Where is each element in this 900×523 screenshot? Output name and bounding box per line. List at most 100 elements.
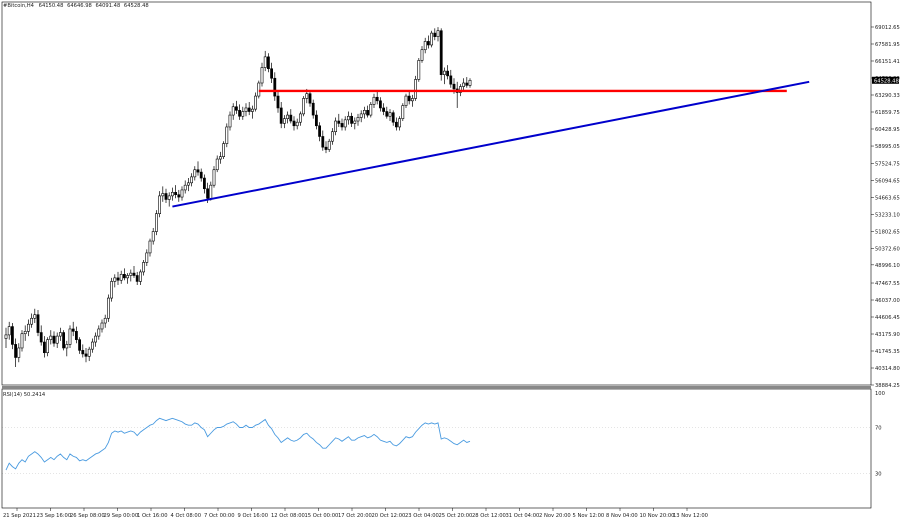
candle bbox=[279, 102, 283, 129]
candle bbox=[116, 271, 120, 285]
candle bbox=[362, 106, 366, 119]
candle bbox=[231, 103, 235, 120]
candle bbox=[84, 347, 88, 363]
candle bbox=[420, 46, 424, 63]
candle bbox=[311, 99, 315, 119]
candle bbox=[142, 260, 146, 276]
candle bbox=[4, 327, 8, 348]
candle bbox=[410, 94, 414, 107]
candle bbox=[334, 117, 338, 136]
candle bbox=[295, 118, 299, 130]
close-value: 64528.48 bbox=[124, 3, 149, 9]
candles bbox=[4, 27, 472, 367]
candle bbox=[302, 96, 306, 117]
candle bbox=[356, 113, 360, 126]
price-tick-label: 63290.33 bbox=[875, 93, 900, 99]
candle bbox=[276, 90, 280, 113]
candle bbox=[7, 321, 11, 340]
candle bbox=[292, 116, 296, 131]
price-tick-label: 41745.35 bbox=[875, 349, 900, 355]
current-price-label: 64528.48 bbox=[874, 78, 899, 84]
candle bbox=[42, 336, 46, 358]
time-tick-label: 23 Oct 04:00 bbox=[405, 513, 439, 519]
candle bbox=[107, 294, 110, 322]
time-tick-label: 25 Oct 20:00 bbox=[439, 513, 473, 519]
support-trendline bbox=[172, 80, 810, 208]
price-tick-label: 58995.05 bbox=[875, 144, 900, 150]
candle bbox=[465, 77, 469, 88]
rsi-header: RSI(14) 50.2414 bbox=[3, 392, 46, 398]
candle bbox=[123, 268, 126, 281]
candle bbox=[58, 327, 62, 341]
candle bbox=[350, 112, 354, 127]
candle bbox=[167, 192, 171, 207]
candle bbox=[20, 330, 24, 352]
candle bbox=[87, 346, 91, 362]
candle bbox=[378, 97, 382, 112]
symbol-label: #Bitcoin,H4 bbox=[3, 3, 35, 9]
low-value: 64091.48 bbox=[96, 3, 121, 9]
candle bbox=[81, 344, 85, 358]
candle bbox=[174, 185, 178, 199]
candle bbox=[442, 67, 446, 85]
candle bbox=[91, 338, 94, 353]
candle bbox=[446, 65, 450, 80]
candle bbox=[369, 102, 373, 118]
time-tick-label: 7 Oct 00:00 bbox=[204, 513, 235, 519]
candle bbox=[161, 186, 165, 202]
candle bbox=[190, 173, 194, 187]
price-tick-label: 44606.45 bbox=[875, 315, 900, 321]
candle bbox=[110, 277, 114, 302]
candle bbox=[164, 188, 168, 204]
time-tick-label: 4 Oct 08:00 bbox=[171, 513, 202, 519]
drawn-trendlines bbox=[172, 80, 810, 208]
candle bbox=[30, 313, 34, 328]
candle bbox=[247, 102, 251, 116]
candle bbox=[155, 210, 158, 236]
candle bbox=[39, 325, 43, 346]
candle bbox=[193, 166, 197, 181]
candle bbox=[222, 141, 226, 160]
candle bbox=[404, 93, 408, 108]
candle bbox=[401, 103, 405, 122]
candle bbox=[199, 168, 203, 182]
price-panel-frame bbox=[1, 1, 872, 386]
candle bbox=[94, 332, 98, 347]
candle bbox=[14, 338, 18, 367]
time-tick-label: 2 Nov 20:00 bbox=[539, 513, 571, 519]
time-tick-label: 20 Oct 12:00 bbox=[372, 513, 406, 519]
time-tick-label: 9 Oct 16:00 bbox=[238, 513, 269, 519]
price-tick-label: 61859.75 bbox=[875, 110, 900, 116]
candle bbox=[321, 130, 325, 151]
candle bbox=[353, 117, 357, 130]
time-tick-label: 17 Oct 20:00 bbox=[338, 513, 372, 519]
candle bbox=[177, 189, 181, 202]
candle bbox=[382, 103, 386, 116]
high-value: 64646.98 bbox=[67, 3, 92, 9]
candle bbox=[398, 116, 402, 131]
time-tick-label: 1 Oct 16:00 bbox=[137, 513, 168, 519]
candle bbox=[97, 325, 101, 340]
candle bbox=[251, 105, 254, 119]
price-tick-label: 54663.65 bbox=[875, 196, 900, 202]
candle bbox=[462, 78, 466, 91]
candle bbox=[244, 103, 248, 117]
candle bbox=[113, 274, 117, 288]
candle bbox=[375, 91, 379, 105]
time-tick-label: 29 Sep 00:00 bbox=[104, 513, 139, 519]
candle bbox=[212, 166, 216, 188]
candle bbox=[417, 58, 421, 82]
price-tick-label: 47467.55 bbox=[875, 281, 900, 287]
candle bbox=[235, 100, 238, 114]
candle bbox=[78, 337, 82, 354]
time-tick-label: 15 Oct 00:00 bbox=[305, 513, 339, 519]
candle bbox=[215, 155, 219, 173]
rsi-line bbox=[5, 417, 471, 471]
time-tick-label: 28 Oct 12:00 bbox=[472, 513, 506, 519]
time-tick-label: 5 Nov 12:00 bbox=[573, 513, 605, 519]
price-tick-label: 57524.75 bbox=[875, 162, 900, 168]
candle bbox=[468, 78, 472, 88]
candle bbox=[241, 106, 245, 120]
